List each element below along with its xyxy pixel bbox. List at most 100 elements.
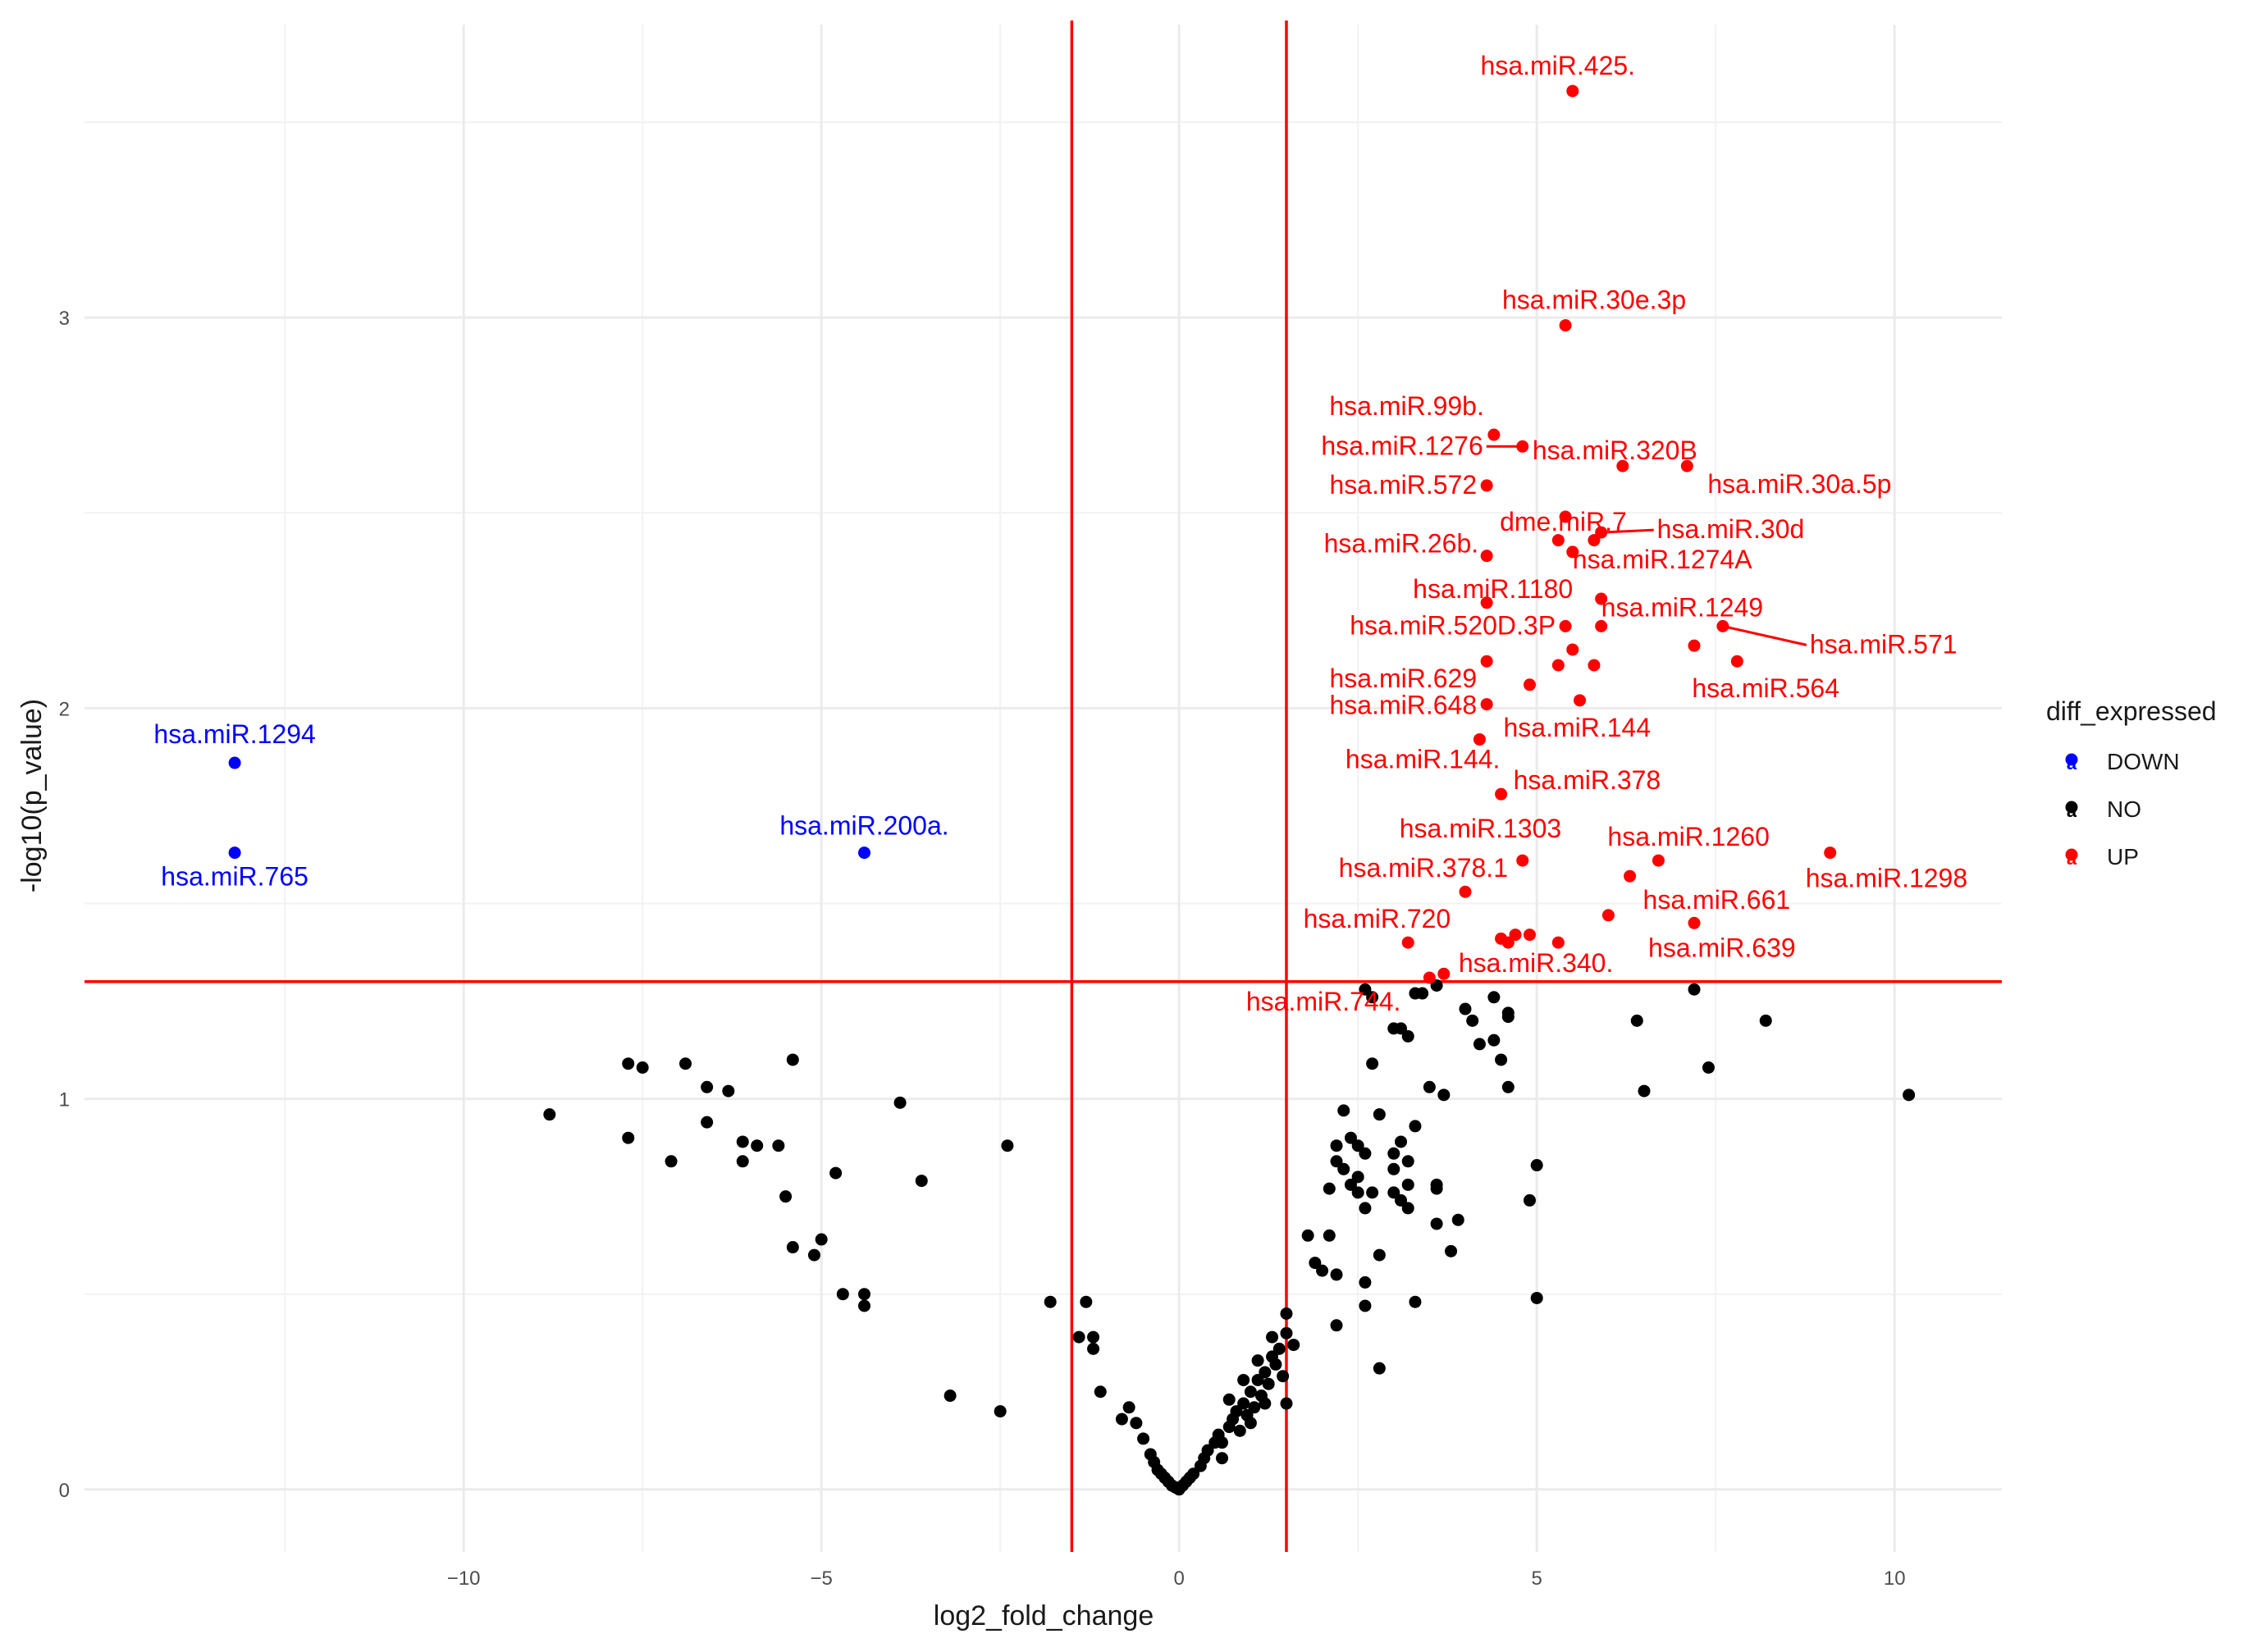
point-no	[1445, 1244, 1458, 1257]
point-up	[1401, 936, 1414, 949]
point-no	[1401, 1155, 1414, 1168]
label-connector	[1722, 624, 1807, 646]
point-label: hsa.miR.1180	[1413, 574, 1573, 604]
point-no	[1430, 1182, 1443, 1195]
point-no	[1688, 983, 1701, 996]
point-no	[1280, 1307, 1293, 1321]
point-no	[943, 1390, 957, 1403]
point-no	[1373, 1362, 1386, 1375]
point-no	[1344, 1178, 1357, 1191]
point-no	[1201, 1444, 1214, 1457]
point-no	[678, 1057, 692, 1070]
point-no	[1395, 1193, 1408, 1207]
x-tick-label: −5	[810, 1568, 832, 1590]
minor-gridlines	[85, 25, 2002, 1552]
point-no	[1401, 1178, 1414, 1191]
point-no	[1137, 1432, 1150, 1445]
point-no	[779, 1190, 793, 1203]
legend: diff_expressed aDOWNaNOaUP	[2046, 696, 2217, 869]
point-up	[1616, 459, 1629, 472]
legend-entries: aDOWNaNOaUP	[2065, 749, 2180, 869]
point-no	[1115, 1412, 1128, 1426]
point-up	[1487, 428, 1501, 441]
point-label: hsa.miR.26b.	[1324, 529, 1479, 559]
point-no	[1466, 1014, 1479, 1027]
data-points	[228, 84, 1916, 1496]
x-tick-label: 0	[1174, 1568, 1185, 1590]
point-label: hsa.miR.99b.	[1329, 391, 1484, 421]
legend-key-point	[2065, 801, 2078, 814]
point-no	[1373, 1108, 1386, 1121]
x-tick-label: 10	[1884, 1568, 1906, 1590]
point-label: hsa.miR.639	[1648, 933, 1796, 962]
point-no	[1087, 1330, 1100, 1344]
point-no	[636, 1061, 649, 1074]
point-up	[1559, 619, 1572, 632]
point-no	[1359, 1202, 1372, 1215]
point-no	[543, 1108, 556, 1121]
point-no	[1080, 1295, 1093, 1308]
point-up	[1480, 698, 1493, 711]
point-no	[1359, 1276, 1372, 1289]
point-up	[1551, 936, 1565, 949]
point-up	[1595, 526, 1608, 539]
point-no	[1122, 1401, 1135, 1414]
point-label: hsa.miR.1294	[153, 719, 315, 749]
point-up	[1730, 655, 1743, 668]
point-no	[1903, 1088, 1916, 1102]
point-up	[1480, 550, 1493, 563]
point-up	[1566, 84, 1579, 98]
point-no	[1287, 1339, 1300, 1352]
point-no	[1301, 1229, 1314, 1242]
point-label: dme.miR.7	[1500, 507, 1627, 536]
point-up	[1473, 732, 1486, 746]
point-label: hsa.miR.1298	[1806, 864, 1967, 893]
point-no	[1416, 987, 1429, 1000]
point-label: hsa.miR.378	[1514, 765, 1661, 795]
point-label: hsa.miR.572	[1330, 470, 1478, 500]
point-no	[736, 1135, 749, 1148]
point-no	[994, 1405, 1007, 1418]
point-label: hsa.miR.340.	[1459, 948, 1614, 978]
point-label: hsa.miR.378.1	[1339, 853, 1508, 883]
point-no	[1387, 1186, 1400, 1199]
point-up	[1688, 639, 1701, 652]
point-no	[1473, 1038, 1486, 1051]
point-label: hsa.miR.629	[1330, 664, 1478, 693]
y-tick-label: 2	[59, 698, 70, 720]
point-no	[1344, 1131, 1357, 1144]
point-up	[1480, 479, 1493, 492]
point-no	[665, 1155, 678, 1168]
point-up	[1595, 592, 1608, 605]
point-up	[1624, 869, 1637, 883]
point-no	[836, 1288, 849, 1301]
point-no	[815, 1233, 828, 1246]
legend-label: DOWN	[2107, 749, 2180, 774]
point-no	[1430, 979, 1443, 992]
legend-label: NO	[2107, 796, 2141, 822]
point-no	[1244, 1385, 1257, 1399]
point-label: hsa.miR.425.	[1481, 51, 1636, 80]
point-down	[228, 847, 241, 860]
point-no	[1530, 1159, 1543, 1172]
point-label: hsa.miR.765	[161, 862, 308, 892]
point-no	[1409, 1295, 1422, 1308]
point-no	[1409, 1120, 1422, 1133]
point-up	[1523, 678, 1536, 691]
point-no	[1323, 1229, 1336, 1242]
point-no	[1323, 1182, 1336, 1195]
point-no	[1523, 1193, 1536, 1207]
point-up	[1423, 971, 1436, 984]
point-no	[1280, 1326, 1293, 1339]
legend-key-point	[2065, 753, 2078, 766]
legend-key-point	[2065, 848, 2078, 861]
point-no	[915, 1175, 928, 1188]
point-no	[701, 1080, 714, 1093]
point-no	[1330, 1268, 1343, 1281]
point-no	[1759, 1014, 1772, 1027]
point-no	[1373, 1248, 1386, 1262]
x-tick-label: −10	[447, 1568, 481, 1590]
point-no	[1437, 1088, 1451, 1102]
point-no	[1230, 1405, 1243, 1418]
y-tick-label: 0	[59, 1480, 70, 1502]
